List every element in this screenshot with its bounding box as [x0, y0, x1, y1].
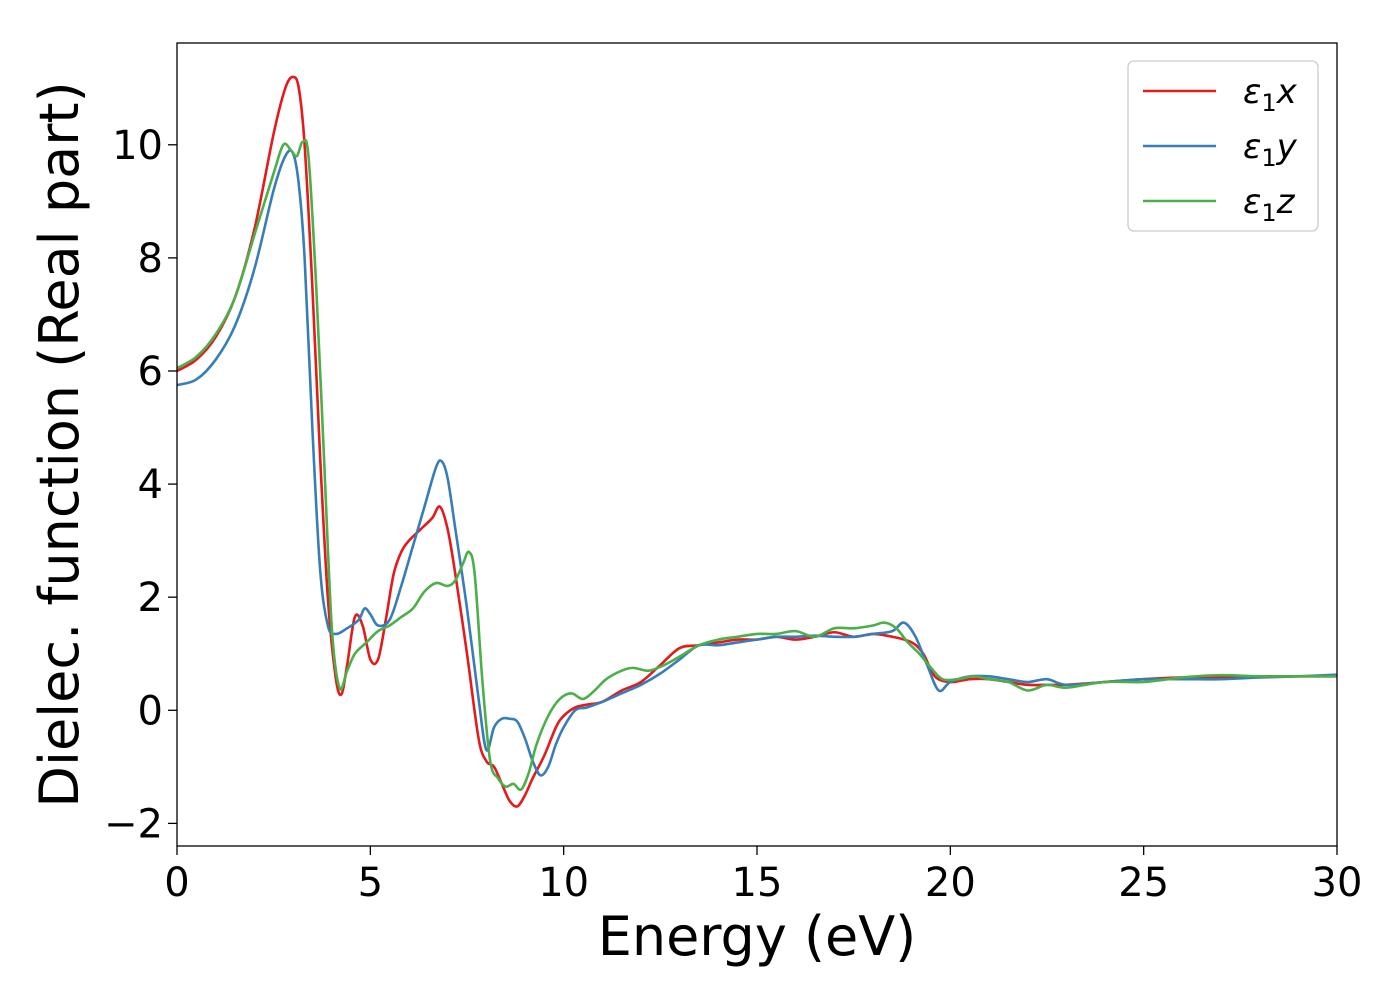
- x-tick-label: 30: [1312, 860, 1363, 906]
- x-axis: 0 5 10 15 20 25 30: [164, 846, 1362, 906]
- y-tick-label: 4: [138, 462, 163, 508]
- series-lines: [177, 75, 1337, 808]
- legend-label-y: ε1y: [1243, 127, 1298, 172]
- x-tick-label: 25: [1118, 860, 1169, 906]
- x-tick-label: 15: [732, 860, 783, 906]
- y-tick-label: 6: [138, 349, 163, 395]
- x-tick-label: 0: [164, 860, 189, 906]
- legend-label-x: ε1x: [1243, 72, 1298, 117]
- y-tick-label: 8: [138, 236, 163, 282]
- x-tick-label: 10: [538, 860, 589, 906]
- y-axis-title: Dielec. function (Real part): [28, 81, 91, 807]
- series-line-z: [177, 138, 1337, 792]
- legend: ε1x ε1y ε1z: [1127, 60, 1319, 232]
- x-axis-title: Energy (eV): [598, 905, 917, 968]
- y-tick-label: 2: [138, 575, 163, 621]
- y-tick-label: 10: [112, 123, 163, 169]
- y-axis: −2 0 2 4 6 8 10: [104, 123, 177, 847]
- x-tick-label: 20: [925, 860, 976, 906]
- y-tick-label: 0: [138, 688, 163, 734]
- legend-label-z: ε1z: [1243, 182, 1296, 227]
- legend-box: [1127, 60, 1319, 232]
- y-tick-label: −2: [104, 801, 163, 847]
- x-tick-label: 5: [358, 860, 383, 906]
- series-line-y: [177, 149, 1337, 777]
